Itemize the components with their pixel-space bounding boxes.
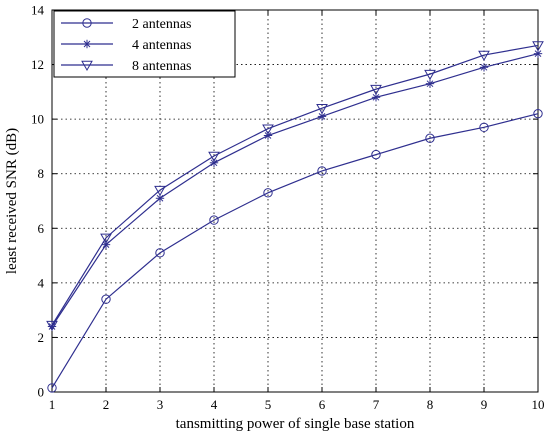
- triangle-down-marker: [208, 151, 220, 162]
- x-tick-label: 6: [319, 397, 326, 412]
- triangle-down-marker: [81, 60, 93, 72]
- data-series: [46, 41, 544, 393]
- legend-item: 2 antennas: [61, 17, 191, 32]
- star-marker: [209, 158, 219, 167]
- star-marker: [82, 39, 92, 49]
- triangle-down-marker: [46, 320, 58, 332]
- x-tick-label: 8: [427, 397, 434, 412]
- star-marker: [47, 322, 57, 331]
- x-axis-label: tansmitting power of single base station: [176, 416, 415, 432]
- y-tick-label: 12: [31, 57, 44, 72]
- legend-item: 8 antennas: [61, 59, 191, 74]
- circle-marker: [371, 149, 381, 160]
- y-axis-label: least received SNR (dB): [4, 128, 20, 274]
- circle-marker: [209, 215, 219, 225]
- legend-label: 8 antennas: [132, 59, 191, 74]
- legend-label: 4 antennas: [132, 38, 191, 53]
- y-tick-label: 10: [31, 112, 44, 127]
- legend-label: 2 antennas: [132, 17, 191, 32]
- x-tick-label: 1: [49, 397, 56, 412]
- y-tick-label: 4: [38, 275, 45, 290]
- circle-marker: [155, 248, 165, 258]
- series-line: [51, 53, 539, 327]
- plot-frame: [51, 9, 539, 393]
- x-tick-label: 7: [373, 397, 380, 412]
- y-tick-label: 14: [31, 3, 45, 18]
- x-tick-label: 2: [103, 397, 110, 412]
- triangle-down-marker: [370, 84, 382, 96]
- x-tick-label: 4: [211, 397, 218, 412]
- x-tick-label: 5: [265, 397, 272, 412]
- circle-marker: [479, 122, 489, 133]
- y-tick-label: 8: [38, 166, 45, 181]
- triangle-down-marker: [262, 124, 274, 135]
- x-tick-label: 9: [481, 397, 488, 412]
- triangle-down-marker: [424, 69, 436, 81]
- triangle-down-marker: [478, 50, 490, 62]
- series-3: [46, 41, 544, 332]
- triangle-down-marker: [532, 41, 544, 52]
- legend-item: 4 antennas: [61, 38, 191, 53]
- star-marker: [263, 131, 273, 140]
- star-marker: [371, 93, 381, 102]
- series-line: [51, 44, 539, 326]
- x-tick-label: 10: [532, 397, 545, 412]
- star-marker: [479, 63, 489, 72]
- circle-marker: [101, 294, 111, 304]
- circle-marker: [317, 166, 327, 176]
- series-1: [47, 108, 543, 393]
- triangle-down-marker: [316, 103, 328, 115]
- star-marker: [425, 79, 435, 88]
- circle-marker: [47, 383, 57, 393]
- circle-marker: [82, 18, 92, 28]
- y-tick-label: 0: [38, 385, 45, 400]
- y-tick-label: 6: [38, 221, 45, 236]
- circle-marker: [425, 133, 435, 143]
- series-line: [51, 113, 539, 389]
- triangle-down-marker: [154, 185, 166, 197]
- x-tick-label: 3: [157, 397, 164, 412]
- circle-marker: [533, 108, 543, 119]
- legend: 2 antennas 4 antennas 8 antennas: [53, 10, 236, 78]
- series-2: [47, 49, 543, 331]
- circle-marker: [263, 188, 273, 198]
- triangle-down-marker: [100, 233, 112, 244]
- y-tick-label: 2: [38, 330, 45, 345]
